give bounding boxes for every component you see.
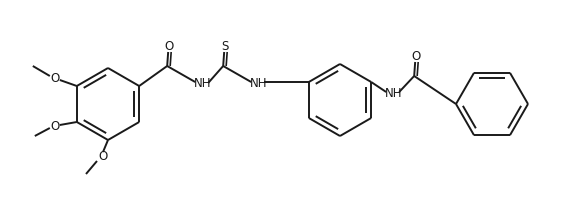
Text: NH: NH [193, 78, 211, 90]
Text: NH: NH [384, 88, 402, 100]
Text: O: O [50, 72, 60, 84]
Text: O: O [411, 50, 421, 62]
Text: O: O [98, 150, 108, 162]
Text: NH: NH [250, 78, 267, 90]
Text: O: O [165, 40, 174, 52]
Text: S: S [221, 40, 229, 52]
Text: O: O [50, 120, 60, 132]
